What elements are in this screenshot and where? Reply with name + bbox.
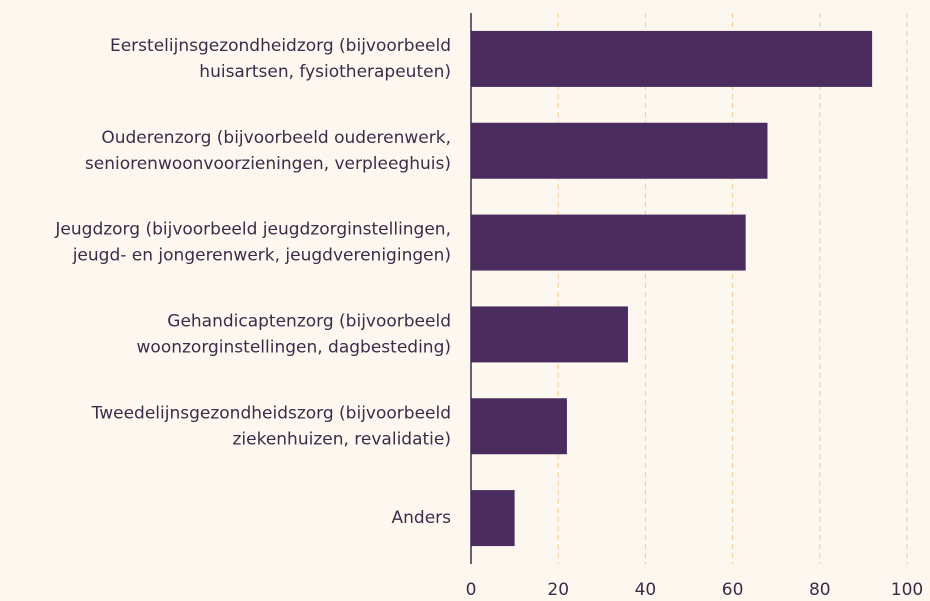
y-tick-label: Jeugdzorg (bijvoorbeeld jeugdzorginstell… <box>54 220 451 240</box>
x-tick-label: 100 <box>891 580 923 600</box>
y-tick-label: huisartsen, fysiotherapeuten) <box>199 62 451 82</box>
y-tick-label: woonzorginstellingen, dagbesteding) <box>137 337 451 357</box>
bar <box>471 30 873 87</box>
bar <box>471 122 768 179</box>
x-tick-label: 0 <box>466 580 477 600</box>
y-tick-label: seniorenwoonvoorzieningen, verpleeghuis) <box>85 154 451 174</box>
y-tick-label: Eerstelijnsgezondheidzorg (bijvoorbeeld <box>110 36 451 56</box>
bar <box>471 490 515 547</box>
x-tick-label: 40 <box>635 580 657 600</box>
x-tick-label: 60 <box>722 580 744 600</box>
y-tick-label: Anders <box>392 508 452 528</box>
y-tick-label: Ouderenzorg (bijvoorbeeld ouderenwerk, <box>101 128 451 148</box>
x-tick-label: 20 <box>547 580 569 600</box>
y-tick-label: ziekenhuizen, revalidatie) <box>232 429 451 449</box>
y-tick-label: jeugd- en jongerenwerk, jeugdvereniginge… <box>72 246 451 266</box>
bar <box>471 306 628 363</box>
bar <box>471 398 567 455</box>
y-tick-label: Tweedelijnsgezondheidszorg (bijvoorbeeld <box>91 403 451 423</box>
y-tick-label: Gehandicaptenzorg (bijvoorbeeld <box>167 311 451 331</box>
bar <box>471 214 746 271</box>
x-tick-label: 80 <box>809 580 831 600</box>
